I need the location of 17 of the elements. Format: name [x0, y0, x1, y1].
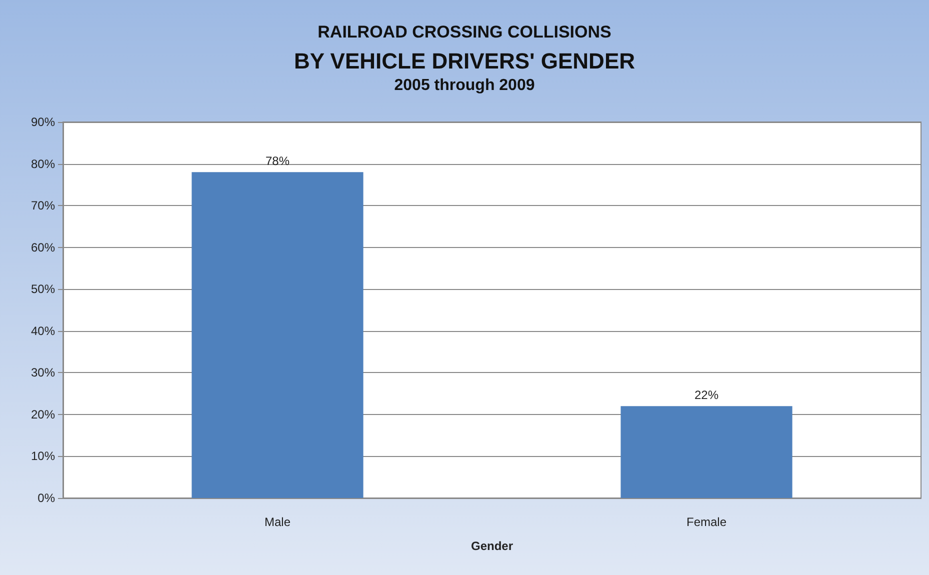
data-label: 78%	[265, 154, 290, 168]
chart-title: RAILROAD CROSSING COLLISIONS BY VEHICLE DRIVERS' GENDER	[294, 22, 636, 74]
data-label: 22%	[694, 388, 719, 402]
y-tick-label: 60%	[30, 240, 56, 254]
y-tick-label: 10%	[30, 449, 56, 464]
chart-subtitle: 2005 through 2009	[394, 77, 535, 94]
x-axis-title: Gender	[470, 539, 514, 553]
y-tick-label: 50%	[30, 282, 56, 296]
x-tick-label: Male	[264, 515, 291, 529]
y-tick-label: 70%	[30, 198, 56, 213]
y-tick-label: 40%	[30, 324, 56, 338]
y-tick-label: 90%	[30, 115, 56, 129]
x-tick-label: Female	[686, 515, 727, 529]
y-tick-label: 20%	[30, 407, 56, 422]
y-tick-label: 30%	[30, 366, 56, 380]
y-tick-label: 80%	[30, 156, 56, 171]
y-tick-label: 0%	[38, 491, 56, 505]
